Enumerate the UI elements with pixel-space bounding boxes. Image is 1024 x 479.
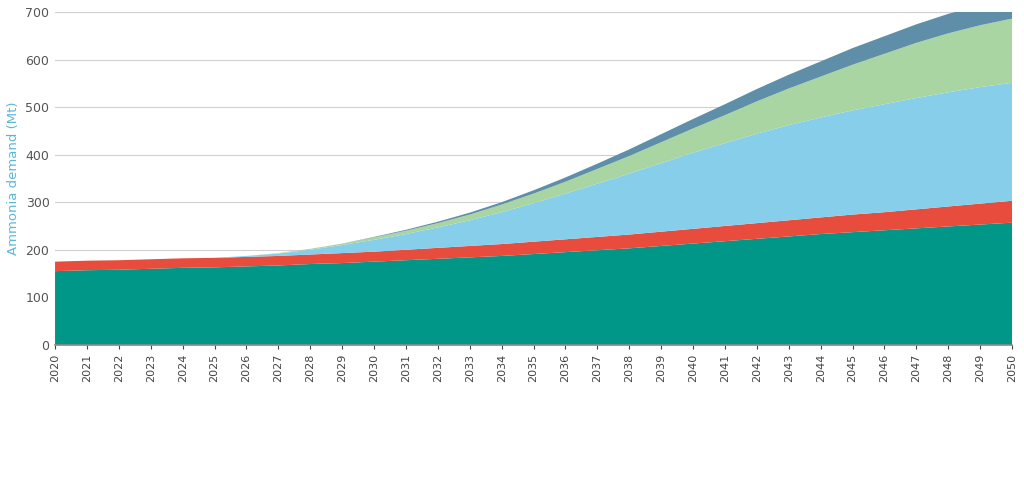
Y-axis label: Ammonia demand (Mt): Ammonia demand (Mt) — [7, 102, 19, 255]
